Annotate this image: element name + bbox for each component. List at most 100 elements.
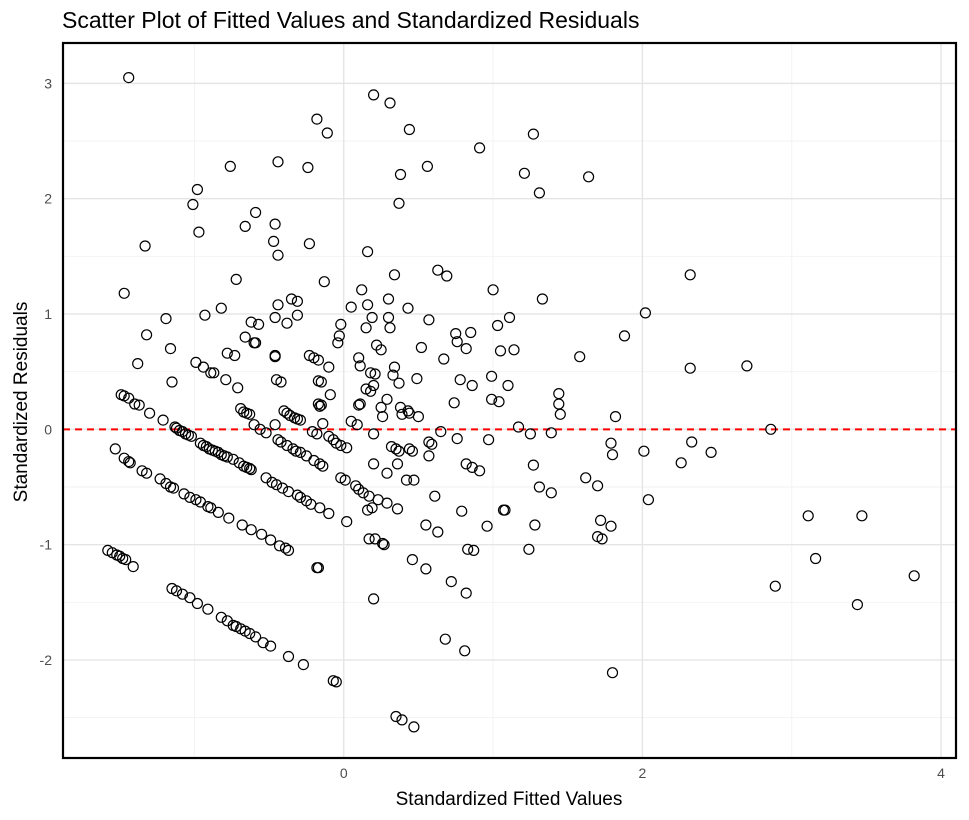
data-point [466, 379, 478, 392]
data-point [368, 89, 380, 101]
data-point [269, 311, 281, 324]
data-point [851, 598, 864, 611]
data-point [194, 437, 206, 449]
data-point [285, 293, 298, 305]
data-point [388, 269, 401, 281]
data-point [185, 430, 197, 442]
data-point [412, 411, 424, 423]
data-point [686, 436, 698, 448]
data-point [250, 206, 262, 219]
data-point [406, 445, 418, 457]
data-point [315, 376, 327, 388]
data-point [802, 510, 814, 522]
data-point [423, 314, 435, 326]
data-point [133, 399, 145, 411]
data-point [460, 343, 472, 355]
data-point [423, 450, 435, 462]
data-point [439, 633, 451, 645]
data-point [191, 597, 203, 610]
data-point [642, 494, 655, 506]
data-point [369, 533, 381, 545]
data-point [109, 443, 121, 455]
data-point [368, 379, 380, 392]
data-point [345, 415, 357, 427]
data-point [127, 560, 139, 573]
data-point [244, 408, 256, 420]
data-point [123, 456, 135, 468]
data-point [638, 445, 650, 457]
data-point [245, 464, 257, 476]
data-point [908, 570, 920, 582]
minor-gridlines [63, 43, 956, 758]
data-point [765, 423, 777, 435]
data-point [341, 442, 353, 454]
data-point [160, 313, 172, 325]
data-point [170, 585, 183, 597]
data-point [486, 370, 498, 382]
data-point [176, 588, 189, 600]
data-point [157, 414, 169, 426]
data-point [330, 676, 342, 688]
data-point [435, 426, 447, 438]
data-point [468, 544, 480, 557]
data-point [494, 345, 507, 357]
data-point [351, 419, 363, 431]
data-point [382, 293, 395, 305]
data-point [339, 474, 351, 486]
data-point [393, 445, 405, 457]
data-point [408, 721, 420, 733]
data-point [114, 550, 126, 562]
y-axis-tick-labels: -2 -1 0 1 2 3 [40, 75, 53, 668]
data-point [492, 319, 504, 332]
data-point [809, 552, 822, 565]
data-point [456, 505, 468, 517]
data-point [224, 160, 236, 172]
data-point [391, 503, 404, 515]
data-point [508, 344, 520, 356]
data-point [451, 336, 463, 348]
data-point [368, 593, 380, 605]
data-point [341, 515, 353, 528]
data-point [580, 472, 592, 484]
data-point [523, 543, 535, 555]
data-point [402, 405, 414, 417]
data-point [365, 385, 377, 397]
data-point [311, 428, 323, 440]
data-point [250, 631, 262, 643]
data-point [769, 580, 781, 592]
data-point [350, 480, 362, 492]
data-point [396, 408, 408, 420]
data-point [553, 388, 565, 400]
data-point [502, 379, 514, 392]
data-point [141, 467, 153, 479]
data-point [462, 543, 474, 555]
data-point [176, 426, 189, 438]
data-point [582, 171, 595, 183]
data-point [212, 446, 224, 458]
data-point [474, 465, 486, 477]
data-point [606, 667, 619, 679]
data-point [139, 240, 151, 252]
data-point [123, 392, 135, 404]
data-points [102, 71, 920, 733]
data-point [483, 434, 495, 446]
data-point [605, 437, 617, 449]
data-point [291, 295, 303, 307]
data-point [190, 356, 202, 368]
data-point [270, 479, 283, 491]
data-point [294, 414, 306, 426]
x-axis-title: Standardized Fitted Values [396, 789, 623, 810]
data-point [618, 330, 631, 342]
data-point [268, 235, 280, 247]
data-point [512, 421, 525, 433]
data-point [323, 507, 335, 520]
data-point [675, 457, 687, 469]
data-point [375, 344, 387, 356]
data-point [533, 187, 546, 199]
data-point [403, 123, 415, 136]
data-point [460, 458, 472, 470]
data-point [236, 519, 248, 531]
data-point [536, 293, 549, 305]
data-point [388, 361, 401, 373]
data-point [741, 360, 753, 372]
